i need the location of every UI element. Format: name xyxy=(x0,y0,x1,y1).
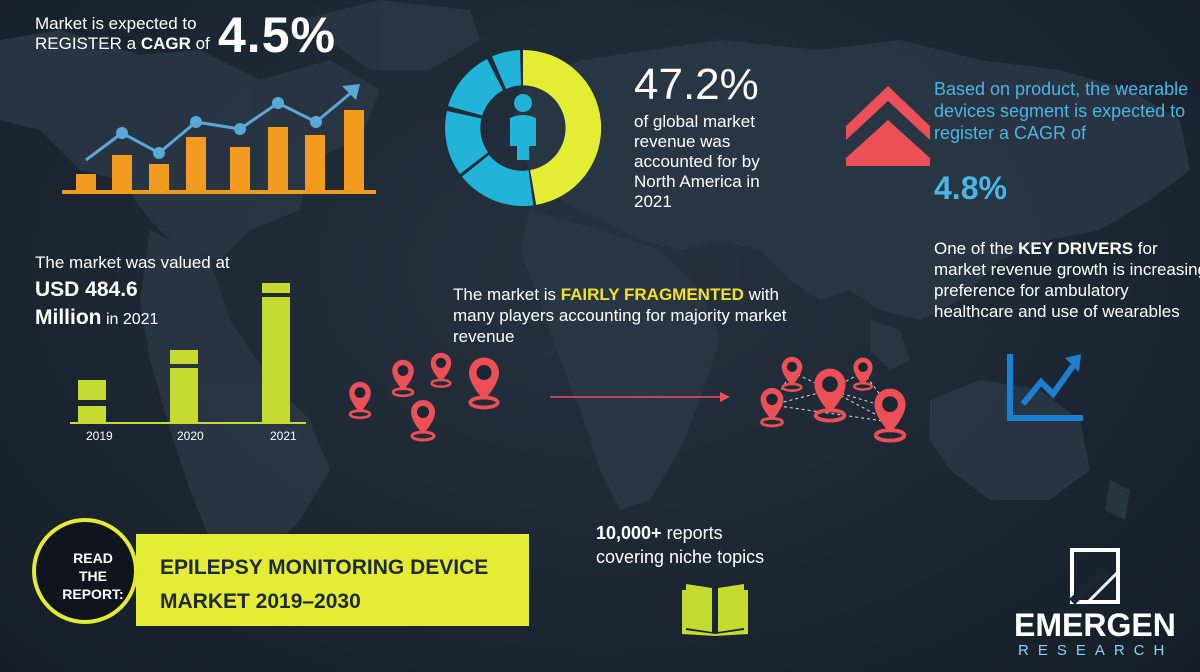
bar-2021-top xyxy=(262,283,290,293)
north-america-percent: 47.2% xyxy=(634,60,759,109)
bar-2021-bottom xyxy=(262,297,290,422)
north-america-description: of global market revenue was accounted f… xyxy=(634,112,760,211)
read-report-label[interactable]: READ THE REPORT: xyxy=(62,550,124,602)
logo-subtitle: RESEARCH xyxy=(1018,642,1174,659)
location-pin-icon xyxy=(347,351,501,442)
report-title-link[interactable]: EPILEPSY MONITORING DEVICE MARKET 2019–2… xyxy=(160,556,489,613)
product-description: Based on product, the wearable devices s… xyxy=(934,79,1189,143)
product-cagr-value: 4.8% xyxy=(934,170,1007,206)
year-label-2019: 2019 xyxy=(86,429,113,443)
trend-up-icon xyxy=(1007,354,1083,421)
year-label-2020: 2020 xyxy=(177,429,204,443)
fragmentation-text: The market is FAIRLY FRAGMENTED with man… xyxy=(453,285,787,346)
bar-2020-top xyxy=(170,350,198,364)
bar-chart-icon xyxy=(62,84,376,194)
report-banner[interactable] xyxy=(136,534,529,626)
emergen-logo-icon xyxy=(1069,548,1120,604)
network-pins xyxy=(759,355,908,443)
donut-chart-icon xyxy=(445,49,602,207)
year-label-2021: 2021 xyxy=(270,429,297,443)
cagr-caption: Market is expected to REGISTER a CAGR of xyxy=(35,14,210,53)
reports-text: 10,000+ reports covering niche topics xyxy=(596,523,765,567)
double-chevron-up-icon xyxy=(846,86,930,166)
bar-2019-top xyxy=(78,380,106,400)
location-pins-graphic xyxy=(347,351,908,443)
logo-wordmark: EMERGEN xyxy=(1014,607,1176,643)
bar-2019-bottom xyxy=(78,406,106,422)
open-book-icon xyxy=(682,584,748,636)
valuation-amount: USD 484.6 Million in 2021 xyxy=(35,278,159,329)
cagr-value: 4.5% xyxy=(218,7,336,63)
valuation-label: The market was valued at xyxy=(35,253,230,272)
bar-2020-bottom xyxy=(170,368,198,422)
person-icon xyxy=(510,94,536,160)
valuation-bar-chart xyxy=(70,283,306,424)
read-report-badge[interactable] xyxy=(32,518,138,624)
key-drivers-text: One of the KEY DRIVERS for market revenu… xyxy=(934,239,1200,321)
